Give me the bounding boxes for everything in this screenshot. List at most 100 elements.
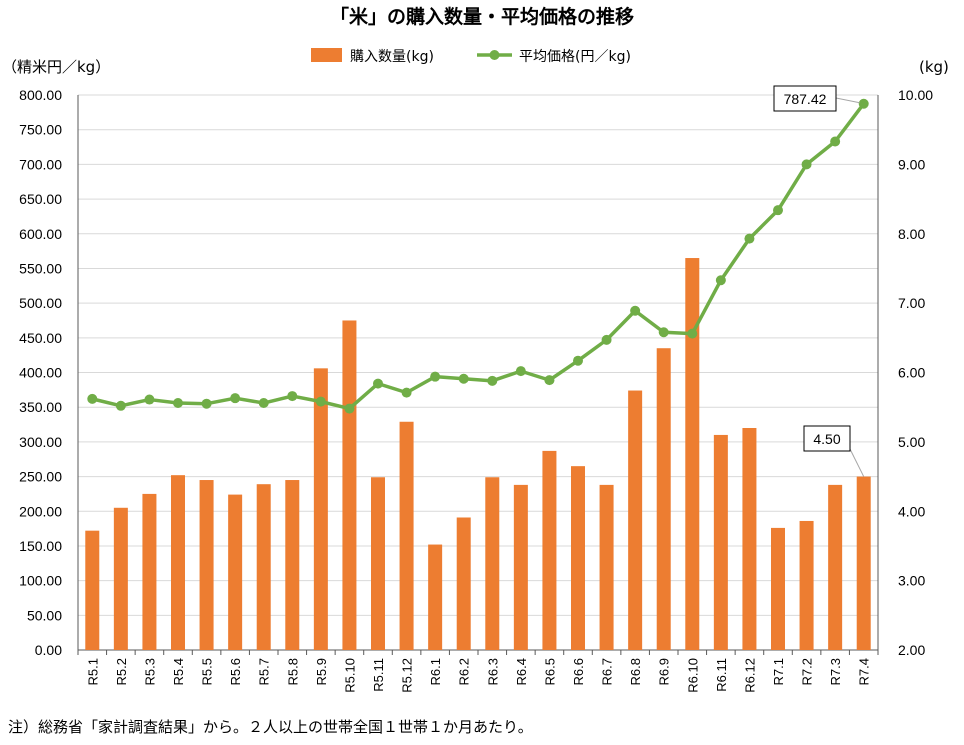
price-point <box>830 136 841 147</box>
x-tick-label: R7.1 <box>771 658 786 685</box>
bar <box>485 477 500 650</box>
callout-label: 4.50 <box>813 431 840 447</box>
x-tick-label: R5.6 <box>228 658 243 685</box>
x-tick-label: R6.2 <box>457 658 472 685</box>
x-tick-label: R6.11 <box>714 658 729 692</box>
left-axis-label: （精米円／kg） <box>2 58 110 76</box>
left-tick-label: 150.00 <box>19 538 62 554</box>
legend-marker-line <box>489 50 500 60</box>
bar <box>313 368 328 650</box>
callout-label: 787.42 <box>784 91 827 107</box>
left-tick-label: 300.00 <box>19 434 62 450</box>
bar <box>742 428 757 650</box>
price-point <box>373 378 383 389</box>
price-point <box>744 233 755 244</box>
price-point <box>658 327 669 338</box>
price-point <box>801 159 812 170</box>
bar <box>656 348 671 650</box>
right-axis-label: (kg) <box>919 58 949 76</box>
right-tick-label: 6.00 <box>898 365 925 381</box>
right-tick-label: 3.00 <box>898 573 925 589</box>
line-series <box>87 98 869 414</box>
price-point <box>573 355 583 366</box>
x-tick-label: R5.10 <box>342 658 357 693</box>
right-tick-label: 9.00 <box>898 156 925 172</box>
bar <box>599 484 614 650</box>
right-axis-ticks: 2.00 3.00 4.00 5.00 6.00 7.00 8.00 9.00 10.00 <box>898 87 933 658</box>
left-axis-ticks: 0.00 50.00 100.00 150.00 200.00 250.00 300.00 3… <box>19 87 62 658</box>
right-tick-label: 10.00 <box>898 87 933 103</box>
bar <box>571 466 585 650</box>
x-tick-label: R5.11 <box>371 658 386 692</box>
callout-box <box>773 85 837 112</box>
x-tick-label: R5.8 <box>285 658 300 685</box>
bar <box>456 517 471 650</box>
bar <box>142 493 157 650</box>
left-tick-label: 650.00 <box>19 191 62 207</box>
price-point <box>687 328 698 339</box>
callouts: 787.42 4.50 <box>773 85 865 477</box>
price-point <box>173 398 183 409</box>
gridlines <box>77 94 879 651</box>
bar <box>285 480 300 650</box>
left-tick-label: 500.00 <box>19 295 62 311</box>
bar <box>342 320 357 650</box>
price-point <box>487 375 498 386</box>
price-point <box>715 275 726 286</box>
left-tick-label: 450.00 <box>19 330 62 346</box>
callout-leader <box>835 97 860 104</box>
legend: 購入数量(kg) 平均価格(円／kg) <box>311 48 631 65</box>
x-tick-label: R6.1 <box>428 658 443 685</box>
price-point <box>144 394 155 405</box>
bar <box>771 527 785 650</box>
x-tick-label: R6.3 <box>485 658 500 685</box>
bar <box>542 450 557 650</box>
left-tick-label: 250.00 <box>19 469 62 485</box>
bar <box>856 476 871 650</box>
price-point <box>344 403 355 414</box>
x-tick-label: R5.2 <box>114 658 129 685</box>
price-point <box>858 98 869 109</box>
bar <box>628 390 643 650</box>
left-tick-label: 200.00 <box>19 503 62 519</box>
left-tick-label: 600.00 <box>19 226 62 242</box>
price-point <box>773 205 783 216</box>
x-tick-label: R5.3 <box>142 658 157 685</box>
source-note: 注）総務省「家計調査結果」から。２人以上の世帯全国１世帯１か月あたり。 <box>8 718 533 736</box>
price-point <box>201 398 212 409</box>
x-tick-label: R5.1 <box>85 658 100 685</box>
x-tick-label: R6.12 <box>742 658 757 693</box>
right-tick-label: 8.00 <box>898 226 925 242</box>
right-tick-label: 5.00 <box>898 434 925 450</box>
x-tick-label: R5.12 <box>400 658 415 693</box>
bar <box>685 258 700 650</box>
price-point <box>315 396 326 407</box>
left-tick-label: 0.00 <box>35 642 62 658</box>
bar <box>513 484 528 650</box>
bar <box>171 475 185 650</box>
legend-label-line: 平均価格(円／kg) <box>519 49 631 65</box>
price-point <box>430 371 441 382</box>
price-point <box>458 373 469 384</box>
bar <box>228 494 243 650</box>
x-tick-label: R6.5 <box>542 658 557 685</box>
price-point <box>87 393 98 404</box>
callout-box <box>803 425 851 452</box>
x-tick-label: R5.4 <box>171 658 186 685</box>
x-tick-label: R7.4 <box>857 658 872 685</box>
bar <box>828 484 843 650</box>
right-tick-label: 7.00 <box>898 295 925 311</box>
bar <box>799 520 814 650</box>
x-tick-label: R6.7 <box>600 658 615 685</box>
price-point <box>230 393 241 404</box>
x-tick-label: R6.6 <box>571 658 586 685</box>
bar <box>713 434 728 650</box>
right-tick-label: 2.00 <box>898 642 925 658</box>
x-tick-label: R5.5 <box>200 658 215 685</box>
price-point <box>115 400 126 411</box>
bar-series <box>85 258 871 650</box>
left-tick-label: 100.00 <box>19 573 62 589</box>
x-tick-label: R5.9 <box>314 658 329 685</box>
left-tick-label: 50.00 <box>27 607 62 623</box>
